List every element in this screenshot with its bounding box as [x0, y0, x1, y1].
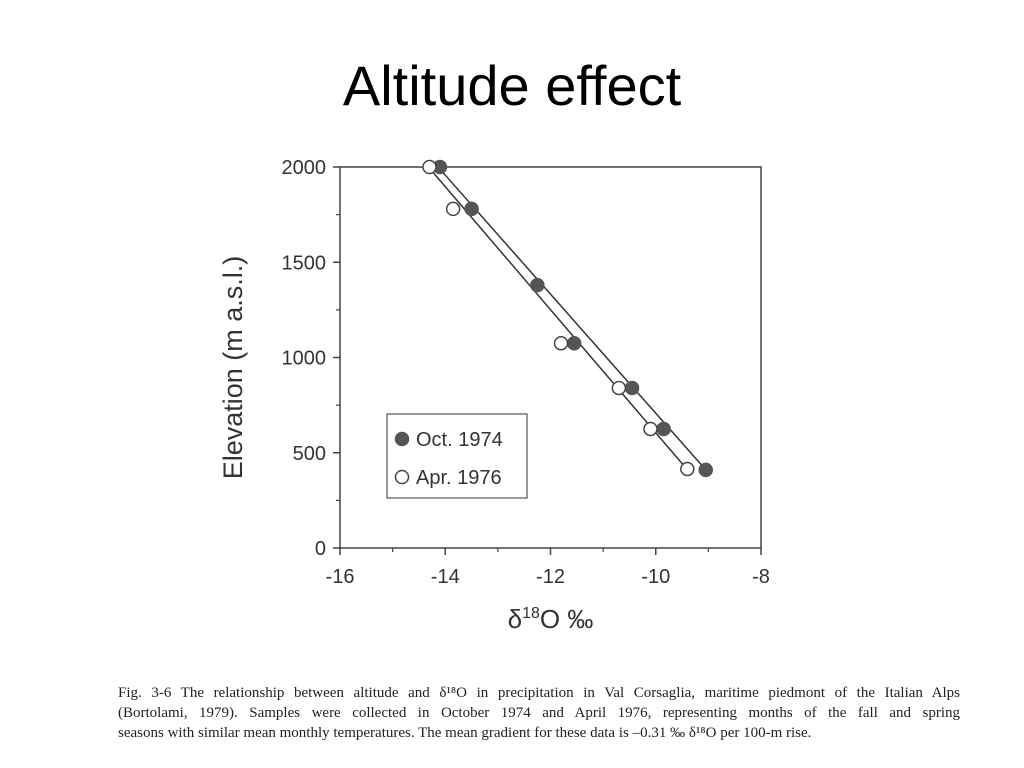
data-points — [422, 159, 713, 478]
legend-box — [386, 413, 528, 499]
legend-label: Apr. 1976 — [416, 467, 502, 489]
point-oct-1974 — [566, 335, 582, 351]
caption-line-1: Fig. 3-6 The relationship between altitu… — [118, 685, 960, 701]
point-apr-1976 — [422, 159, 437, 175]
point-apr-1976 — [643, 421, 658, 437]
caption-line-3: seasons with similar mean monthly temper… — [118, 725, 812, 741]
point-oct-1974 — [698, 462, 713, 478]
point-oct-1974 — [656, 421, 671, 437]
y-tick-label: 1000 — [282, 348, 327, 370]
scatter-chart: -16 -14 -12 -10 -8 0 500 1000 1500 2000 δ18O ‰ Elev… — [218, 157, 770, 634]
axes: -16 -14 -12 -10 -8 0 500 1000 1500 2000 δ18O ‰ Elev… — [218, 157, 770, 634]
x-tick-label: -16 — [326, 566, 355, 588]
point-apr-1976 — [445, 201, 461, 217]
point-oct-1974 — [464, 201, 479, 217]
legend: Oct. 1974 Apr. 1976 — [386, 413, 528, 499]
y-tick-label: 500 — [293, 443, 326, 465]
point-apr-1976 — [680, 461, 695, 477]
fit-line — [426, 164, 691, 474]
y-tick-label: 0 — [315, 538, 326, 560]
caption-line-2: (Bortolami, 1979). Samples were collecte… — [118, 705, 960, 721]
legend-label: Oct. 1974 — [416, 429, 503, 451]
point-oct-1974 — [530, 277, 545, 293]
y-tick-label: 1500 — [282, 252, 327, 274]
point-apr-1976 — [553, 335, 569, 351]
x-axis-label: δ18O ‰ — [508, 604, 594, 634]
x-tick-label: -14 — [431, 566, 460, 588]
x-tick-label: -8 — [752, 566, 770, 588]
fit-lines — [426, 162, 709, 474]
figure-caption: Fig. 3-6 The relationship between altitu… — [118, 683, 960, 743]
point-oct-1974 — [624, 380, 640, 396]
x-tick-label: -12 — [536, 566, 565, 588]
y-axis-label: Elevation (m a.s.l.) — [218, 256, 248, 480]
fit-line — [434, 162, 709, 474]
x-tick-label: -10 — [641, 566, 670, 588]
legend-marker — [394, 431, 410, 447]
legend-marker — [394, 469, 410, 485]
y-tick-label: 2000 — [282, 157, 327, 179]
point-apr-1976 — [611, 380, 627, 396]
slide-title: Altitude effect — [342, 54, 682, 117]
